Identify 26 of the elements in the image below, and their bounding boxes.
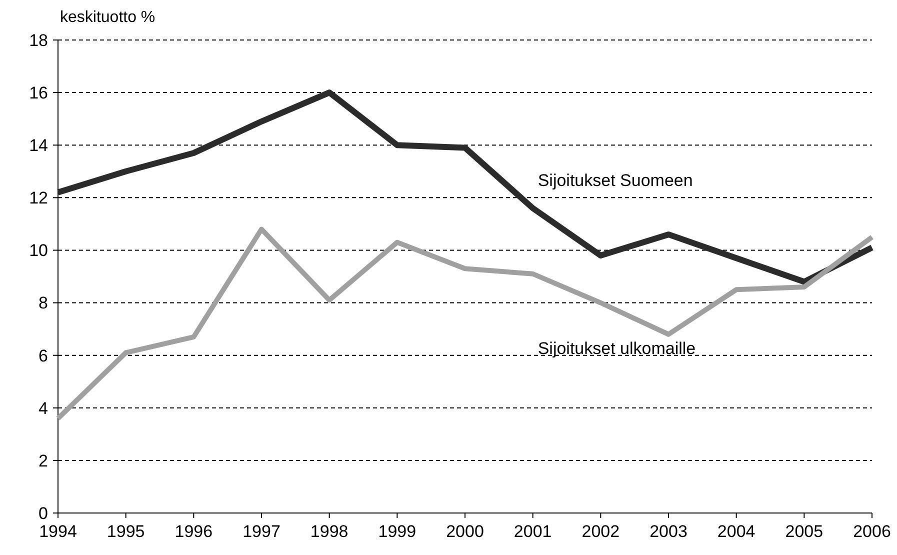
x-tick-label: 1998 — [310, 522, 348, 541]
x-tick-label: 2003 — [650, 522, 688, 541]
x-tick-label: 2000 — [446, 522, 484, 541]
x-tick-label: 2002 — [582, 522, 620, 541]
x-tick-label: 1996 — [174, 522, 213, 541]
y-tick-label: 14 — [29, 136, 48, 156]
y-tick-label: 4 — [38, 398, 48, 418]
y-tick-label: 10 — [29, 241, 48, 260]
x-tick-label: 2005 — [785, 522, 824, 541]
series-label: Sijoitukset ulkomaille — [538, 338, 696, 358]
series-label: Sijoitukset Suomeen — [538, 171, 693, 190]
x-tick-label: 1995 — [106, 522, 145, 541]
y-axis-title: keskituotto % — [60, 9, 156, 26]
y-tick-label: 6 — [38, 346, 48, 366]
x-tick-label: 1999 — [378, 522, 416, 541]
y-tick-label: 0 — [38, 504, 48, 523]
y-tick-label: 16 — [29, 84, 48, 103]
x-tick-label: 2004 — [717, 522, 756, 541]
x-tick-label: 2006 — [853, 522, 891, 541]
y-tick-label: 18 — [29, 30, 48, 50]
y-tick-label: 12 — [29, 188, 48, 208]
x-tick-label: 1994 — [39, 522, 77, 541]
x-tick-label: 1997 — [242, 522, 280, 541]
y-tick-label: 2 — [38, 451, 48, 470]
x-tick-label: 2001 — [514, 522, 552, 541]
y-tick-label: 8 — [38, 294, 48, 313]
